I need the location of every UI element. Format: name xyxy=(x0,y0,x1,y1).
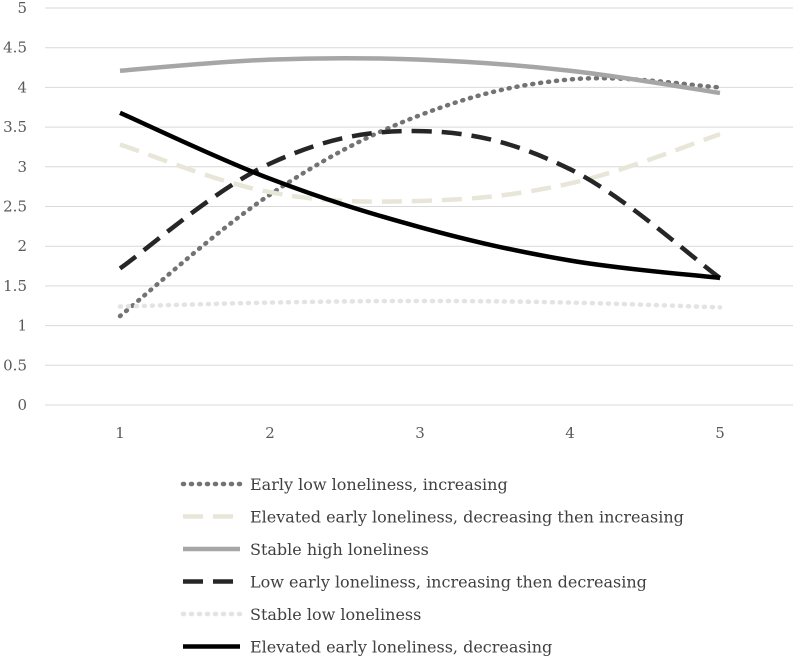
legend-label-5: Stable low loneliness xyxy=(250,605,421,624)
y-tick-label: 2 xyxy=(17,237,27,255)
legend-label-3: Stable high loneliness xyxy=(250,540,429,559)
series-line-4 xyxy=(118,128,722,280)
legend-label-2: Elevated early loneliness, decreasing th… xyxy=(250,508,684,527)
series-line-3 xyxy=(119,55,721,96)
x-tick-label: 2 xyxy=(265,424,275,442)
y-tick-label: 1.5 xyxy=(3,277,27,295)
x-tick-label: 4 xyxy=(565,424,575,442)
y-tick-label: 4 xyxy=(17,78,27,96)
y-tick-label: 5 xyxy=(17,0,27,17)
series-line-6 xyxy=(119,110,721,281)
y-tick-label: 4.5 xyxy=(3,39,27,57)
x-tick-label: 5 xyxy=(715,424,725,442)
legend-label-1: Early low loneliness, increasing xyxy=(250,475,508,494)
x-tick-label: 1 xyxy=(115,424,125,442)
series-line-2 xyxy=(119,132,721,204)
legend-label-6: Elevated early loneliness, decreasing xyxy=(250,638,552,657)
series-line-1 xyxy=(117,75,723,319)
series-line-5 xyxy=(117,298,723,310)
y-tick-label: 3 xyxy=(17,158,27,176)
y-tick-label: 0.5 xyxy=(3,356,27,374)
y-tick-label: 1 xyxy=(17,317,27,335)
x-tick-label: 3 xyxy=(415,424,425,442)
legend-label-4: Low early loneliness, increasing then de… xyxy=(250,573,647,592)
y-tick-label: 3.5 xyxy=(3,118,27,136)
y-tick-label: 0 xyxy=(17,396,27,414)
y-tick-label: 2.5 xyxy=(3,198,27,216)
